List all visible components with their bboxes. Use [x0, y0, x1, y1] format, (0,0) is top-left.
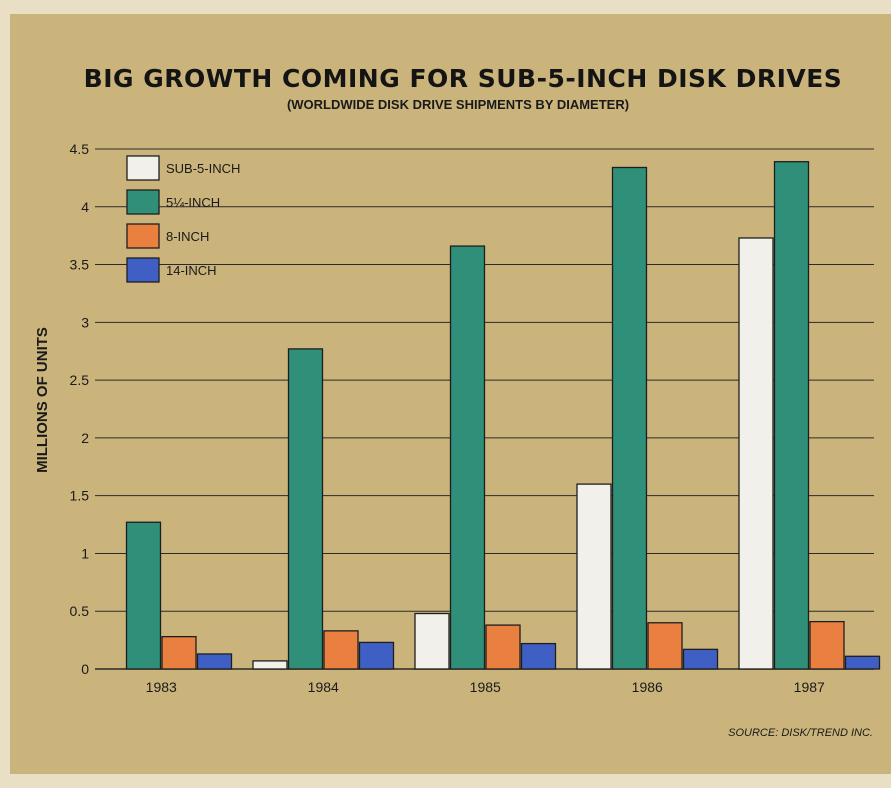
legend-label: 14-INCH [166, 263, 217, 278]
legend-swatch [126, 257, 160, 283]
y-tick-label: 0.5 [70, 603, 90, 619]
y-tick-label: 0 [81, 661, 89, 677]
bar-1985-3 [485, 624, 521, 670]
bars: 1983 1984 1985 1986 1987 [125, 161, 881, 695]
bar-1987-4 [844, 655, 881, 670]
legend-swatch [126, 155, 160, 181]
bar-1984-3 [323, 630, 359, 670]
x-tick-label: 1987 [794, 679, 825, 695]
bar-1983-2 [125, 521, 162, 670]
x-tick-label: 1983 [146, 679, 177, 695]
x-tick-label: 1985 [470, 679, 501, 695]
legend-label: 5¼-INCH [166, 195, 220, 210]
x-tick-label: 1986 [632, 679, 663, 695]
bar-1983-3 [161, 635, 197, 670]
y-tick-label: 1.5 [70, 488, 90, 504]
y-tick-label: 2.5 [70, 372, 90, 388]
y-tick-label: 1 [81, 545, 89, 561]
x-tick-label: 1984 [308, 679, 339, 695]
legend-swatch [126, 189, 160, 215]
bar-1986-2 [611, 166, 648, 670]
y-tick-label: 3 [81, 314, 89, 330]
bar-1987-3 [809, 620, 845, 670]
bar-1987-2 [773, 161, 810, 670]
y-tick-label: 3.5 [70, 257, 90, 273]
y-tick-label: 4.5 [70, 141, 90, 157]
y-tick-label: 4 [81, 199, 89, 215]
bar-1985-2 [449, 245, 486, 670]
y-axis-label: MILLIONS OF UNITS [34, 327, 51, 473]
bar-1986-4 [682, 648, 719, 670]
bar-1985-4 [520, 642, 557, 670]
bar-1984-2 [287, 348, 324, 670]
source-note: SOURCE: DISK/TREND INC. [728, 727, 873, 739]
bar-1985-1 [414, 612, 450, 670]
bar-1987-1 [738, 237, 774, 670]
y-tick-label: 2 [81, 430, 89, 446]
bar-1984-4 [358, 641, 395, 670]
chart-subtitle: (WORLDWIDE DISK DRIVE SHIPMENTS BY DIAME… [287, 97, 629, 112]
legend-label: SUB-5-INCH [166, 161, 240, 176]
bar-1983-4 [196, 653, 233, 670]
bar-1984-1 [252, 660, 288, 670]
bar-1986-3 [647, 622, 683, 670]
legend-swatch [126, 223, 160, 249]
bar-1986-1 [576, 483, 612, 670]
chart-title: BIG GROWTH COMING FOR SUB-5-INCH DISK DR… [84, 64, 843, 93]
legend: SUB-5-INCH 5¼-INCH 8-INCH 14-INCH [126, 155, 240, 283]
legend-label: 8-INCH [166, 229, 209, 244]
